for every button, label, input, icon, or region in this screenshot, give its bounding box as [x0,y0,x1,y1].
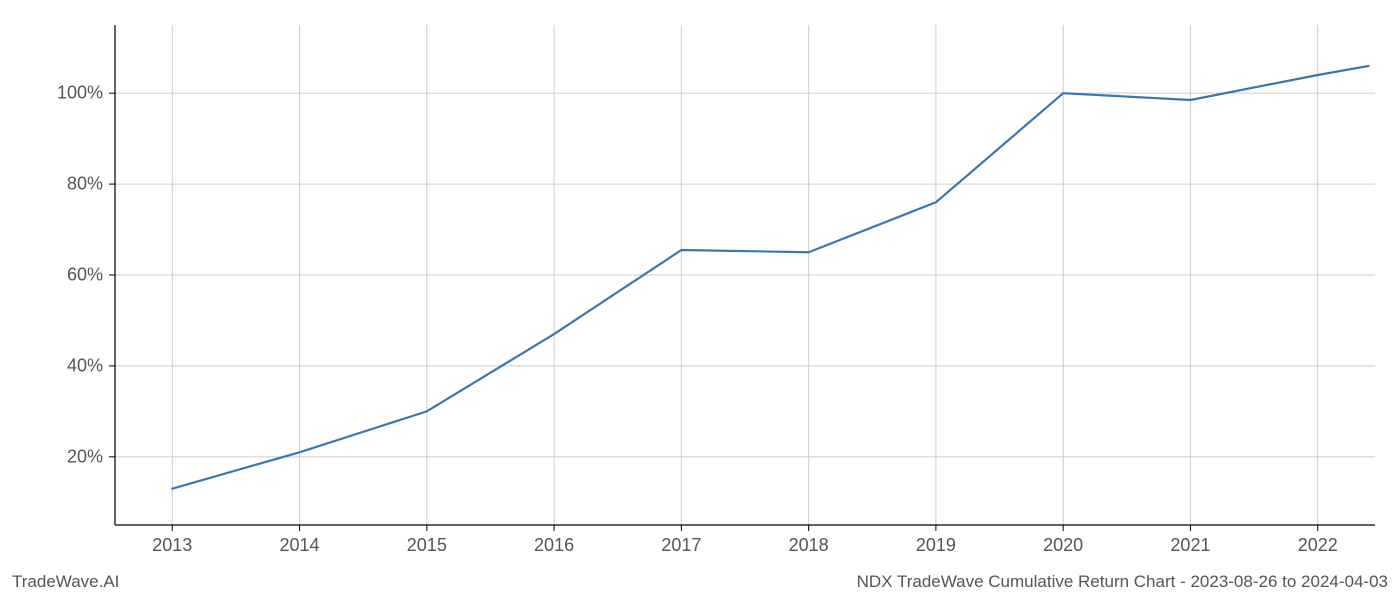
x-tick-label: 2014 [270,535,330,556]
x-tick-label: 2015 [397,535,457,556]
chart-container: 20% 40% 60% 80% 100% 2013 2014 2015 2016 2017 201… [0,0,1400,600]
x-tick-label: 2013 [142,535,202,556]
line-chart [0,0,1400,600]
footer-right-text: NDX TradeWave Cumulative Return Chart - … [857,572,1388,592]
x-tick-label: 2021 [1160,535,1220,556]
x-tick-label: 2020 [1033,535,1093,556]
x-tick-label: 2018 [779,535,839,556]
x-tick-label: 2019 [906,535,966,556]
x-tick-label: 2016 [524,535,584,556]
y-tick-label: 40% [43,355,103,376]
x-tick-label: 2017 [651,535,711,556]
x-tick-label: 2022 [1288,535,1348,556]
y-tick-label: 60% [43,265,103,286]
y-tick-label: 80% [43,174,103,195]
footer-left-text: TradeWave.AI [12,572,119,592]
y-tick-label: 20% [43,446,103,467]
chart-footer: TradeWave.AI NDX TradeWave Cumulative Re… [0,572,1400,592]
y-tick-label: 100% [43,83,103,104]
